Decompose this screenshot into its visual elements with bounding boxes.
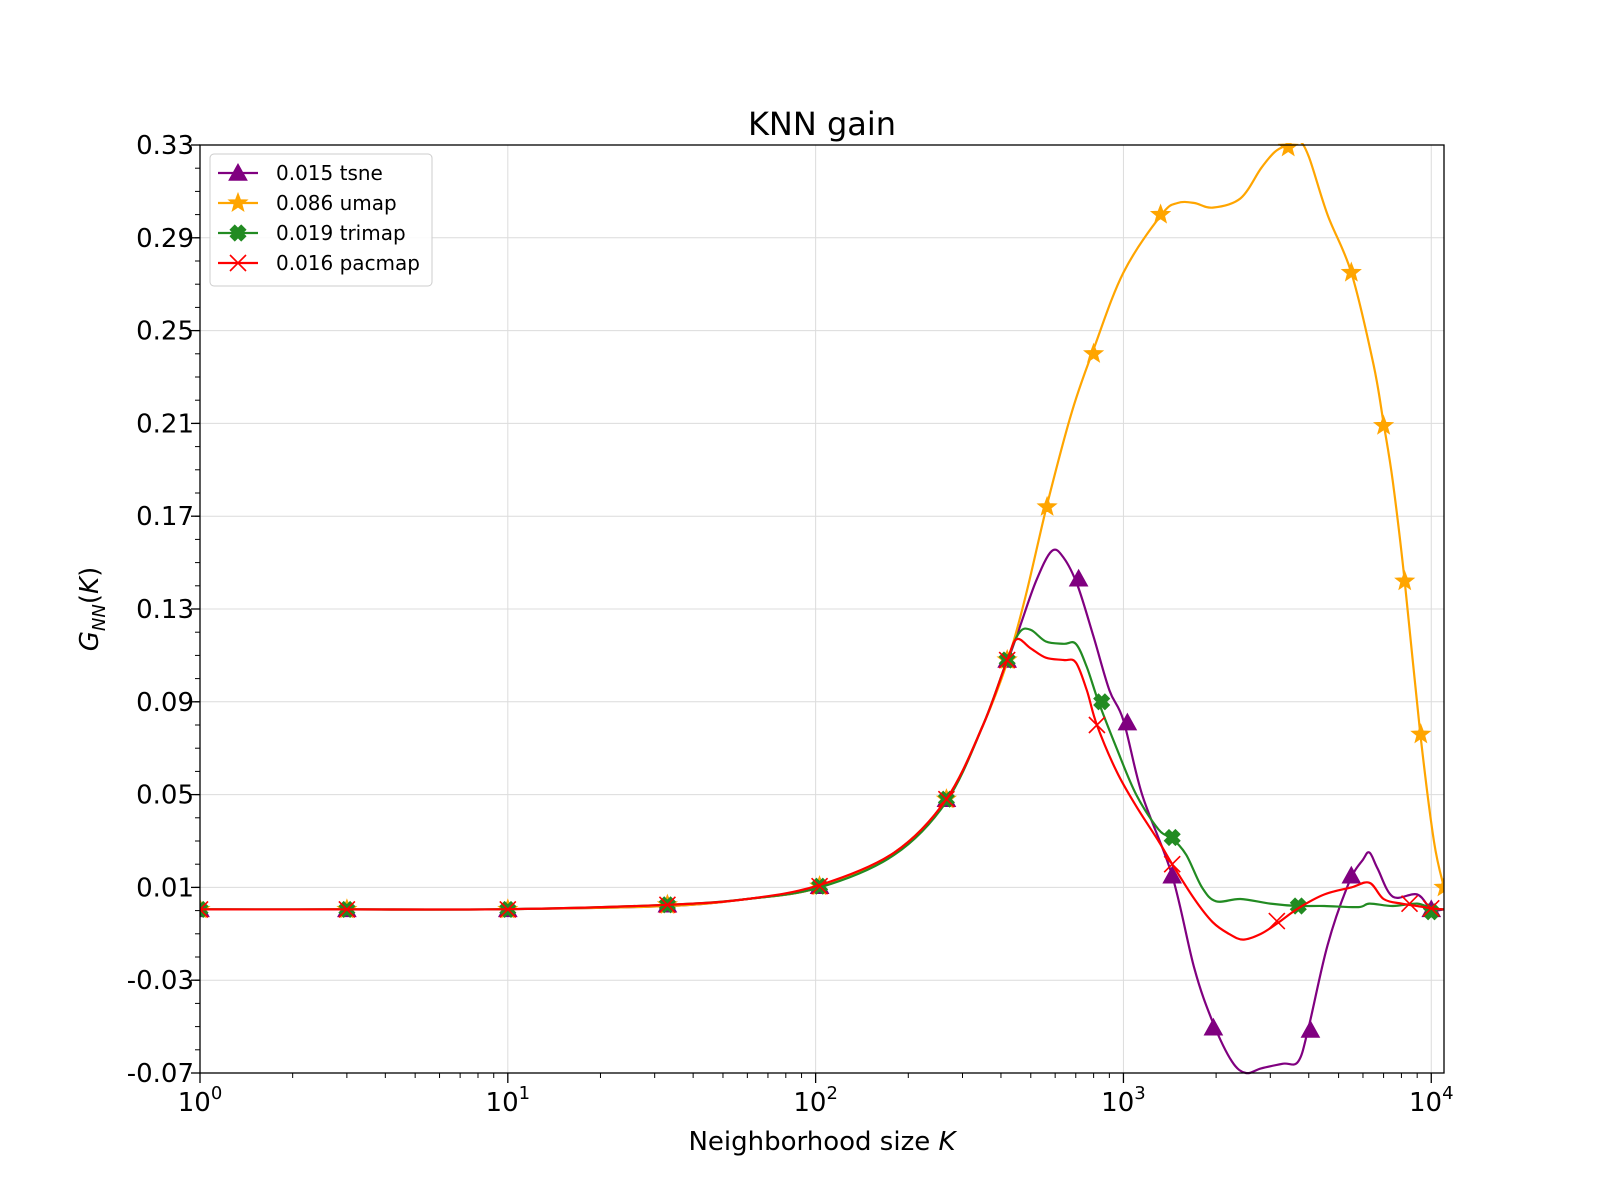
- legend-label: 0.016 pacmap: [276, 251, 420, 275]
- data-point-marker: [499, 900, 517, 919]
- data-point-marker: [1162, 865, 1183, 884]
- y-tick-label: 0.33: [136, 131, 194, 161]
- x-tick-label: 102: [793, 1083, 838, 1118]
- data-point-marker: [1068, 568, 1089, 587]
- y-tick-label: 0.09: [136, 688, 194, 718]
- x-axis-label: Neighborhood size K: [688, 1127, 957, 1157]
- x-tick-label: 100: [178, 1083, 223, 1118]
- y-tick-label: 0.17: [136, 502, 194, 532]
- data-point-marker: [1088, 716, 1106, 734]
- data-point-marker: [811, 877, 829, 895]
- data-point-marker: [1163, 828, 1181, 847]
- legend-entry: 0.015 tsne: [218, 161, 383, 185]
- data-point-marker: [1117, 712, 1138, 731]
- data-point-marker: [1149, 203, 1172, 224]
- data-point-marker: [1083, 342, 1105, 363]
- legend-marker: [229, 224, 247, 242]
- data-point-marker: [1268, 912, 1286, 930]
- data-point-marker: [200, 900, 209, 919]
- y-tick-label: 0.29: [136, 224, 194, 254]
- legend-marker: [229, 254, 247, 272]
- legend-marker: [227, 191, 249, 213]
- y-tick-label: -0.03: [127, 966, 194, 996]
- y-tick-label: 0.01: [136, 873, 194, 903]
- chart-title: KNN gain: [748, 105, 896, 143]
- y-tick-label: 0.25: [136, 317, 194, 347]
- y-tick-label: 0.21: [136, 409, 194, 439]
- data-point-marker: [1163, 855, 1181, 873]
- x-tick-label: 103: [1101, 1083, 1146, 1118]
- y-tick-label: 0.13: [136, 595, 194, 625]
- axes-ticks: 0.33 0.29 0.25 0.21 0.17 0.13 0.09 0.05 0.01 -0.0…: [127, 131, 1454, 1118]
- legend-label: 0.086 umap: [276, 191, 397, 215]
- data-point-marker: [1203, 1017, 1224, 1036]
- data-point-marker: [1340, 261, 1362, 282]
- legend-entry: 0.019 trimap: [218, 221, 406, 245]
- data-point-marker: [1422, 899, 1440, 917]
- series-pacmap: [200, 637, 1444, 941]
- legend-box: [209, 153, 433, 287]
- data-point-marker: [1433, 876, 1444, 897]
- x-tick-label: 101: [486, 1083, 531, 1118]
- plot-series: [200, 143, 1444, 1075]
- y-axis-label: GNN(K): [75, 567, 110, 651]
- data-point-marker: [1093, 693, 1111, 711]
- x-tick-label: 104: [1409, 1083, 1454, 1118]
- legend-entry: 0.086 umap: [218, 191, 397, 215]
- legend-marker: [228, 162, 248, 181]
- legend-label: 0.015 tsne: [276, 161, 383, 185]
- data-point-marker: [338, 900, 356, 919]
- data-point-marker: [1300, 1020, 1321, 1038]
- data-point-marker: [937, 790, 955, 808]
- data-point-marker: [658, 896, 676, 914]
- data-point-marker: [1036, 495, 1058, 516]
- data-point-marker: [1373, 414, 1395, 435]
- series-line: [200, 637, 1444, 941]
- data-point-marker: [998, 651, 1016, 669]
- data-point-marker: [1400, 895, 1419, 913]
- data-point-marker: [1410, 723, 1432, 744]
- data-point-marker: [1277, 143, 1299, 157]
- legend-label: 0.019 trimap: [276, 221, 406, 245]
- y-tick-label: 0.05: [136, 781, 194, 811]
- legend-entry: 0.016 pacmap: [218, 251, 420, 275]
- legend: 0.015 tsne 0.086 umap 0.019 trimap 0.016 pa…: [209, 153, 433, 287]
- data-point-marker: [1394, 570, 1416, 591]
- data-point-marker: [1341, 865, 1362, 884]
- y-tick-label: -0.07: [127, 1059, 194, 1089]
